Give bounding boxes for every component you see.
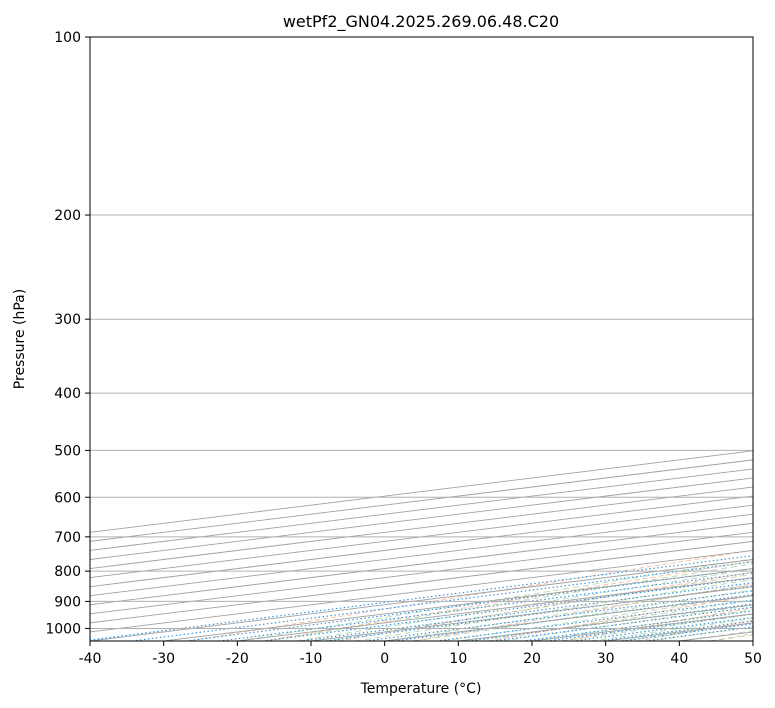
isotherm-line (90, 504, 753, 588)
mixing-ratio-line (185, 567, 753, 641)
dry-adiabats (188, 549, 753, 641)
plot-frame (89, 36, 754, 642)
x-tick-label: -30 (152, 651, 175, 667)
isotherm-line (90, 495, 753, 579)
y-tick-label: 400 (54, 386, 81, 402)
x-tick-label: 10 (449, 651, 467, 667)
y-tick-label: 1000 (45, 621, 81, 637)
x-tick-label: -40 (79, 651, 102, 667)
dry-adiabat-line (263, 560, 753, 641)
isotherm-line (90, 513, 753, 597)
mixing-ratio-line (572, 616, 753, 641)
mixing-ratio-line (218, 572, 753, 641)
y-tick-label: 300 (54, 312, 81, 328)
dry-adiabat-line (487, 595, 753, 641)
mixing-ratio-line (262, 577, 753, 641)
isotherm-line (90, 531, 753, 615)
moist-adiabat-line (296, 568, 753, 641)
isotherm-line (90, 468, 753, 551)
x-axis-title: Temperature (°C) (360, 681, 482, 697)
dry-adiabat-line (412, 583, 753, 641)
isotherm-line (90, 522, 753, 606)
moist-adiabat-line (355, 578, 753, 641)
y-axis-title: Pressure (hPa) (12, 289, 28, 389)
isotherms (90, 450, 753, 641)
pressure-gridlines (90, 37, 753, 629)
moist-adiabats (237, 558, 753, 641)
y-tick-label: 900 (54, 594, 81, 610)
plot-area: -100-90-80-70-60-50-40-30-20-10010203040… (90, 37, 753, 641)
y-tick-label: 100 (54, 30, 81, 46)
isotherm-line (90, 477, 753, 560)
isotherm-line (90, 459, 753, 542)
moist-adiabat-line (325, 573, 753, 641)
moist-adiabat-line (414, 589, 753, 641)
x-axis: -40 -30 -20 -10 0 10 20 30 40 50 (79, 641, 762, 667)
x-tick-label: 40 (670, 651, 688, 667)
y-axis: 100 200 300 400 500 600 700 800 900 1000 (45, 30, 90, 637)
x-tick-label: -20 (226, 651, 249, 667)
chart-title: wetPf2_GN04.2025.269.06.48.C20 (283, 12, 559, 32)
mixing-ratio-line (299, 582, 753, 641)
x-tick-label: 30 (597, 651, 615, 667)
y-tick-label: 700 (54, 530, 81, 546)
x-tick-label: 0 (380, 651, 389, 667)
y-tick-label: 600 (54, 490, 81, 506)
x-tick-label: -10 (300, 651, 323, 667)
x-tick-label: 50 (744, 651, 762, 667)
y-tick-label: 200 (54, 208, 81, 224)
y-tick-label: 800 (54, 564, 81, 580)
mixing-ratio-line (131, 561, 753, 641)
y-tick-label: 500 (54, 443, 81, 459)
isotherm-line (90, 486, 753, 569)
x-tick-label: 20 (523, 651, 541, 667)
